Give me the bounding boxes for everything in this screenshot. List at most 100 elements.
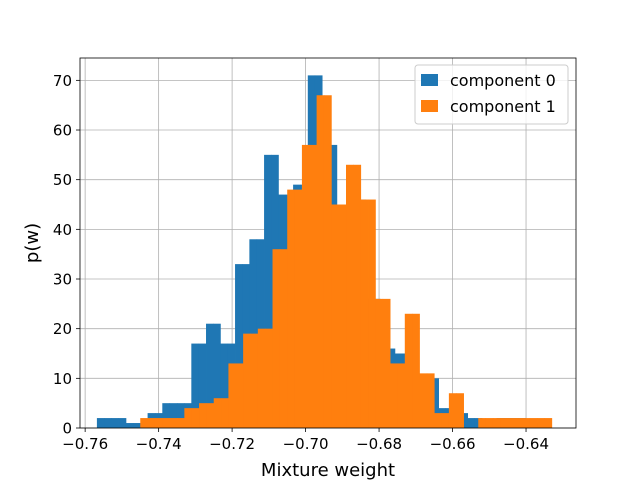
histogram-bar (412, 313, 420, 428)
legend-swatch-component-1 (421, 100, 438, 112)
histogram-bar (279, 249, 288, 428)
histogram-bar (456, 393, 464, 428)
histogram-bar (243, 333, 251, 428)
histogram-bar (404, 313, 413, 428)
histogram-bar (353, 164, 362, 429)
histogram-bar (133, 423, 142, 428)
histogram-bar (375, 298, 384, 428)
y-tick-label: 30 (53, 271, 72, 289)
x-tick-label: −0.72 (209, 435, 255, 453)
legend-label-component-1: component 1 (450, 97, 556, 116)
histogram-bar (235, 363, 244, 428)
histogram-bar (118, 418, 127, 428)
histogram-bar (191, 408, 200, 428)
histogram-bar (460, 413, 469, 428)
x-tick-label: −0.68 (356, 435, 402, 453)
histogram-bar (220, 343, 229, 428)
histogram-bar (264, 154, 272, 428)
histogram-bar (199, 403, 207, 428)
histogram-bar (235, 264, 243, 428)
histogram-bar (104, 418, 112, 428)
histogram-bar (426, 373, 435, 428)
y-tick-label: 10 (53, 370, 72, 388)
x-tick-label: −0.66 (430, 435, 476, 453)
histogram-bar (544, 418, 553, 428)
histogram-bar (228, 363, 237, 428)
histogram-bar (338, 204, 347, 428)
histogram-bar (206, 323, 214, 428)
histogram-bar (213, 323, 221, 428)
axis-ticks: −0.76 −0.74 −0.72 −0.70 −0.68 −0.66 −0.64 0 10 20… (53, 72, 549, 453)
legend: component 0 component 1 (414, 64, 569, 125)
histogram-bar (492, 418, 501, 428)
histogram-bar (448, 393, 457, 428)
histogram-bar (478, 418, 487, 428)
histogram-bar (382, 298, 391, 428)
histogram-bar (368, 199, 376, 428)
y-tick-label: 0 (62, 420, 72, 438)
y-axis-label: p(w) (22, 223, 43, 263)
histogram-bar (301, 144, 310, 428)
histogram-bar (397, 363, 406, 428)
histogram-bar (419, 373, 428, 428)
legend-frame (414, 64, 569, 125)
x-tick-label: −0.64 (503, 435, 549, 453)
histogram-bar (431, 378, 439, 428)
histogram-bar (346, 164, 354, 429)
histogram-bar (323, 95, 332, 428)
histogram-bar (169, 418, 178, 428)
histogram-bar (191, 343, 200, 428)
histogram-bar (176, 403, 185, 428)
y-tick-label: 20 (53, 320, 72, 338)
histogram-bar (265, 328, 273, 428)
histogram-bar (140, 418, 149, 428)
histogram-bar (507, 418, 516, 428)
x-axis-label: Mixture weight (261, 460, 395, 480)
histogram-bar (250, 333, 259, 428)
histogram-bar (434, 413, 442, 428)
histogram-bar (154, 418, 163, 428)
histogram-bar (309, 144, 318, 428)
legend-swatch-component-0 (421, 74, 438, 86)
histogram-bar (111, 418, 119, 428)
histogram-bar (198, 343, 207, 428)
histogram-bar (537, 418, 545, 428)
y-tick-label: 40 (53, 221, 72, 239)
series-component-1 (140, 95, 553, 429)
histogram-bar (96, 418, 105, 428)
x-tick-label: −0.74 (136, 435, 182, 453)
histogram-bar (467, 418, 475, 428)
x-tick-label: −0.76 (62, 435, 108, 453)
histogram-bars (96, 75, 553, 429)
plot-frame (79, 57, 577, 429)
histogram-bar (316, 95, 325, 428)
histogram-bar (176, 418, 185, 428)
histogram-bar (257, 328, 266, 428)
histogram-bar (522, 418, 531, 428)
histogram-bar (390, 363, 398, 428)
histogram-bar (529, 418, 538, 428)
histogram-bar (485, 418, 494, 428)
y-tick-label: 70 (53, 72, 72, 90)
histogram-bar (169, 403, 178, 428)
histogram-bar (162, 418, 171, 428)
histogram-bar (294, 189, 303, 428)
histogram-bar (500, 418, 509, 428)
y-tick-label: 60 (53, 122, 72, 140)
histogram-bar (213, 398, 222, 428)
histogram-bar (360, 199, 369, 428)
histogram-bar (184, 408, 193, 428)
histogram-bar (147, 418, 156, 428)
histogram-bar (162, 403, 171, 428)
histogram-bar (272, 249, 281, 428)
histogram-bar (515, 418, 523, 428)
histogram-bar (206, 403, 215, 428)
x-tick-label: −0.70 (283, 435, 329, 453)
histogram-bar (331, 204, 340, 428)
histogram-bar (287, 189, 295, 428)
histogram-bar (441, 413, 450, 428)
histogram-bar (125, 423, 134, 428)
y-tick-label: 50 (53, 171, 72, 189)
